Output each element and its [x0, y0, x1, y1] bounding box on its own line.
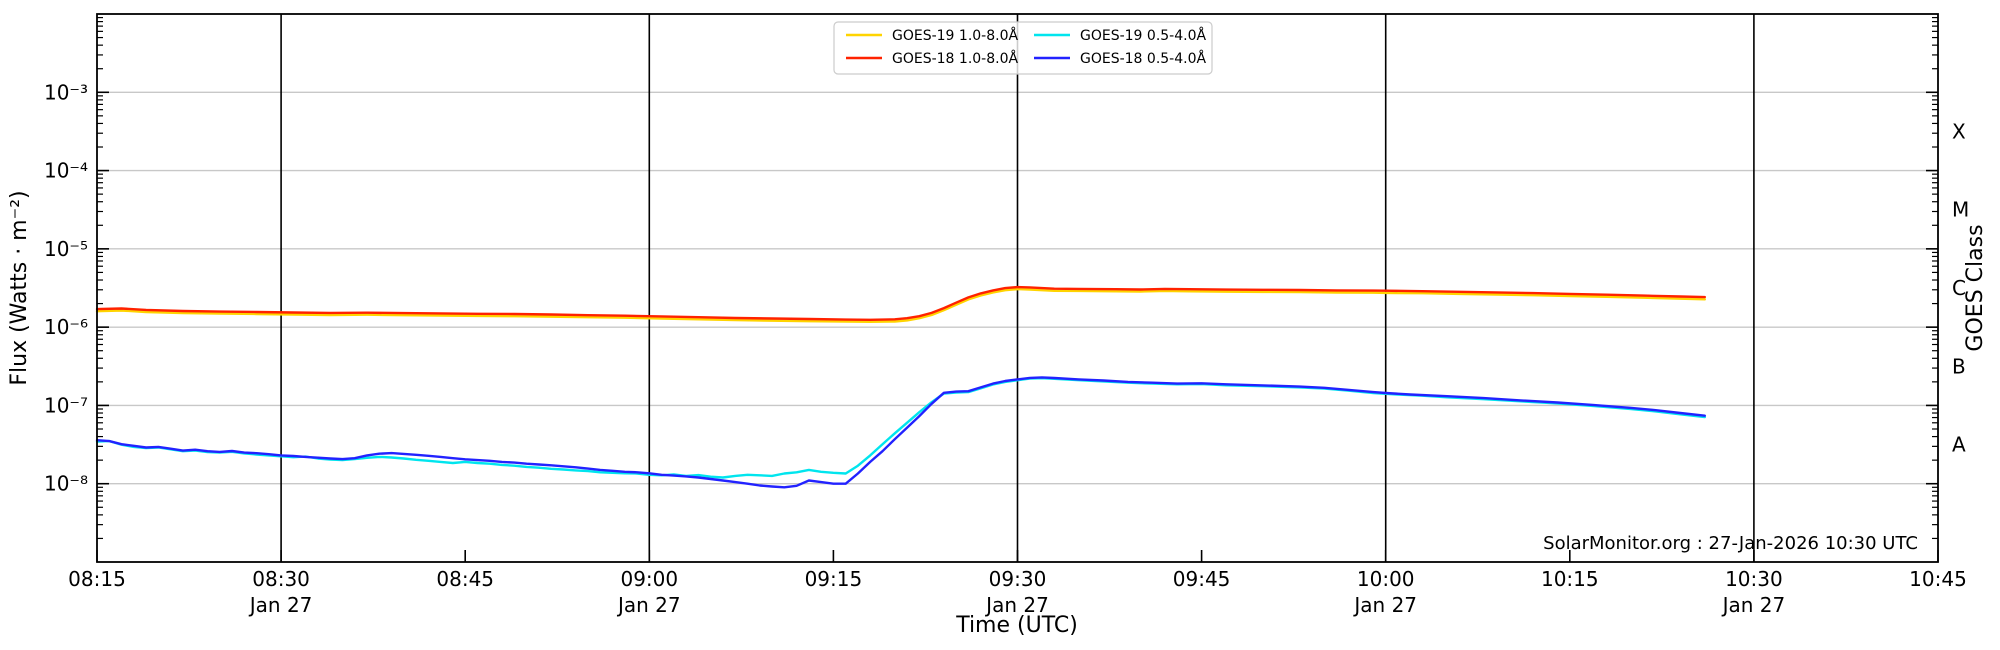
goes-class-label: A: [1952, 433, 1966, 457]
goes-class-label: X: [1952, 119, 1966, 143]
right-axis-title: GOES Class: [1963, 224, 1988, 351]
x-date-label: Jan 27: [616, 593, 681, 617]
goes-class-label: M: [1952, 198, 1969, 222]
x-tick-label: 09:00: [620, 567, 678, 591]
y-tick-label: 10⁻⁶: [44, 315, 88, 339]
series-line-goes-19-1-0-8-0-: [95, 287, 1706, 323]
x-axis-title: Time (UTC): [955, 613, 1078, 638]
legend-entry-label: GOES-19 0.5-4.0Å: [1080, 27, 1206, 44]
x-tick-label: 08:30: [252, 567, 310, 591]
legend: GOES-19 1.0-8.0Å GOES-18 1.0-8.0Å GOES-19 …: [833, 21, 1213, 75]
y-tick-label: 10⁻³: [44, 80, 88, 104]
goes-class-label: B: [1952, 354, 1966, 378]
y-tick-label: 10⁻⁴: [44, 159, 88, 183]
x-tick-label: 08:15: [68, 567, 126, 591]
x-tick-label: 09:30: [989, 567, 1047, 591]
series-line-goes-19-0-5-4-0-: [95, 377, 1706, 479]
x-tick-label: 10:00: [1357, 567, 1415, 591]
series-line-goes-18-0-5-4-0-: [95, 376, 1706, 489]
x-tick-label: 10:45: [1909, 567, 1967, 591]
x-date-label: Jan 27: [984, 593, 1049, 617]
y-tick-label: 10⁻⁵: [44, 237, 88, 261]
x-tick-label: 08:45: [436, 567, 494, 591]
x-tick-label: 10:15: [1541, 567, 1599, 591]
goes-class-label: C: [1952, 276, 1966, 300]
series-line-goes-18-1-0-8-0-: [95, 285, 1706, 321]
axes-and-ticks: [96, 13, 1939, 563]
y-axis-title: Flux (Watts · m⁻²): [7, 190, 32, 385]
x-tick-label: 10:30: [1725, 567, 1783, 591]
x-date-label: Jan 27: [248, 593, 313, 617]
y-tick-label: 10⁻⁸: [44, 472, 88, 496]
x-tick-label: 09:45: [1173, 567, 1231, 591]
legend-box: [833, 21, 1213, 75]
x-date-label: Jan 27: [1721, 593, 1786, 617]
x-date-label: Jan 27: [1352, 593, 1417, 617]
legend-entry-label: GOES-19 1.0-8.0Å: [892, 27, 1018, 44]
data-series: [95, 285, 1706, 489]
legend-entry-label: GOES-18 0.5-4.0Å: [1080, 50, 1206, 67]
x-tick-label: 09:15: [805, 567, 863, 591]
legend-entry-label: GOES-18 1.0-8.0Å: [892, 50, 1018, 67]
watermark-text: SolarMonitor.org : 27-Jan-2026 10:30 UTC: [1543, 533, 1918, 554]
y-tick-label: 10⁻⁷: [44, 393, 88, 417]
